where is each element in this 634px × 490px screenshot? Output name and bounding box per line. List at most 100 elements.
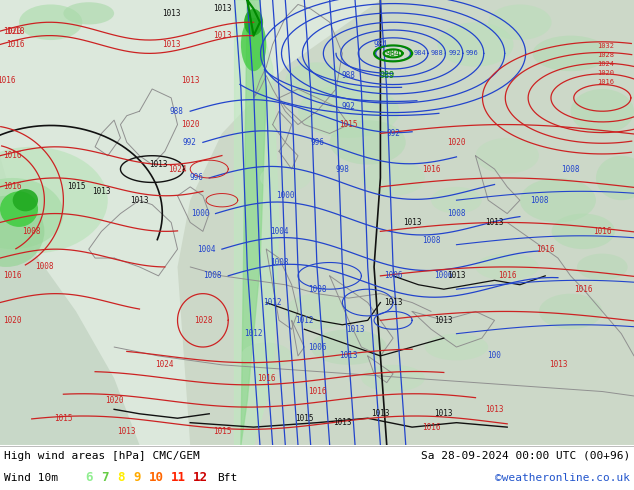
Text: 1008: 1008 bbox=[35, 263, 54, 271]
Ellipse shape bbox=[476, 138, 539, 173]
Text: 988: 988 bbox=[342, 71, 356, 80]
Text: 1015: 1015 bbox=[54, 414, 73, 423]
Text: 12: 12 bbox=[193, 471, 208, 485]
Text: 1016: 1016 bbox=[597, 78, 614, 85]
Text: 1016: 1016 bbox=[498, 271, 517, 280]
Text: 11: 11 bbox=[171, 471, 186, 485]
Text: 988: 988 bbox=[170, 107, 184, 116]
Text: 1006: 1006 bbox=[434, 271, 453, 280]
Text: 1028: 1028 bbox=[193, 316, 212, 325]
Ellipse shape bbox=[431, 187, 482, 214]
Ellipse shape bbox=[0, 178, 63, 249]
Ellipse shape bbox=[571, 89, 634, 133]
Ellipse shape bbox=[539, 294, 602, 329]
Text: 1004: 1004 bbox=[197, 245, 216, 254]
Text: 1000: 1000 bbox=[276, 191, 295, 200]
Ellipse shape bbox=[13, 189, 38, 211]
Text: 1004: 1004 bbox=[269, 227, 288, 236]
Text: 1020: 1020 bbox=[3, 26, 22, 36]
Text: 7: 7 bbox=[101, 471, 108, 485]
Ellipse shape bbox=[244, 9, 263, 36]
Text: 988: 988 bbox=[431, 50, 444, 56]
Polygon shape bbox=[178, 0, 634, 445]
Text: 1028: 1028 bbox=[597, 52, 614, 58]
Text: High wind areas [hPa] CMC/GEM: High wind areas [hPa] CMC/GEM bbox=[4, 451, 200, 461]
Ellipse shape bbox=[533, 36, 609, 71]
Text: 1008: 1008 bbox=[447, 209, 466, 218]
Polygon shape bbox=[0, 156, 139, 445]
Text: 1008: 1008 bbox=[307, 285, 327, 294]
Ellipse shape bbox=[0, 147, 108, 254]
Text: 100: 100 bbox=[488, 351, 501, 361]
Text: 1024: 1024 bbox=[597, 61, 614, 67]
Text: 6: 6 bbox=[85, 471, 93, 485]
Ellipse shape bbox=[330, 120, 406, 165]
Text: 1013: 1013 bbox=[371, 409, 390, 418]
Text: 1008: 1008 bbox=[529, 196, 548, 205]
Text: 1020: 1020 bbox=[181, 120, 200, 129]
Text: 1015: 1015 bbox=[67, 182, 86, 192]
Text: 1013: 1013 bbox=[162, 9, 181, 18]
Ellipse shape bbox=[63, 2, 114, 25]
Text: 1012: 1012 bbox=[263, 298, 282, 307]
Ellipse shape bbox=[596, 156, 634, 200]
Text: 1016: 1016 bbox=[307, 387, 327, 396]
Ellipse shape bbox=[0, 191, 38, 227]
Text: 992: 992 bbox=[342, 102, 356, 111]
Ellipse shape bbox=[361, 160, 425, 196]
Text: 1020: 1020 bbox=[105, 396, 124, 405]
Polygon shape bbox=[235, 0, 279, 445]
Text: 1013: 1013 bbox=[485, 218, 504, 227]
Text: 8: 8 bbox=[117, 471, 124, 485]
Text: 10: 10 bbox=[149, 471, 164, 485]
Text: 992: 992 bbox=[386, 129, 400, 138]
Text: 1008: 1008 bbox=[422, 236, 441, 245]
Ellipse shape bbox=[577, 254, 628, 280]
Ellipse shape bbox=[437, 22, 514, 67]
Text: 1024: 1024 bbox=[155, 360, 174, 369]
Text: 1013: 1013 bbox=[447, 271, 466, 280]
Text: 1016: 1016 bbox=[422, 422, 441, 432]
Text: Wind 10m: Wind 10m bbox=[4, 473, 58, 483]
Text: 1008: 1008 bbox=[269, 258, 288, 267]
Text: 1013: 1013 bbox=[346, 325, 365, 334]
Ellipse shape bbox=[285, 62, 349, 98]
Text: 1000: 1000 bbox=[191, 209, 209, 218]
Text: 1008: 1008 bbox=[561, 165, 580, 173]
Text: 992: 992 bbox=[183, 138, 197, 147]
Text: 1013: 1013 bbox=[333, 418, 352, 427]
Text: 1016: 1016 bbox=[422, 165, 441, 173]
Text: 1032: 1032 bbox=[597, 43, 614, 49]
Text: 1013: 1013 bbox=[117, 427, 136, 436]
Text: ©weatheronline.co.uk: ©weatheronline.co.uk bbox=[495, 473, 630, 483]
Text: 1020: 1020 bbox=[597, 70, 614, 75]
Text: 996: 996 bbox=[466, 50, 479, 56]
Ellipse shape bbox=[298, 85, 399, 138]
Text: 1013: 1013 bbox=[181, 75, 200, 85]
Ellipse shape bbox=[476, 254, 539, 280]
Text: 984: 984 bbox=[385, 49, 401, 58]
Ellipse shape bbox=[552, 214, 615, 249]
Text: 1013: 1013 bbox=[384, 298, 403, 307]
Text: 1016: 1016 bbox=[3, 182, 22, 192]
Text: 1013: 1013 bbox=[485, 405, 504, 414]
Text: 1008: 1008 bbox=[22, 227, 41, 236]
Text: 1012: 1012 bbox=[295, 316, 314, 325]
Ellipse shape bbox=[361, 365, 425, 392]
Ellipse shape bbox=[241, 18, 266, 71]
Text: 1020: 1020 bbox=[447, 138, 466, 147]
Text: 1013: 1013 bbox=[212, 31, 231, 40]
Ellipse shape bbox=[19, 4, 82, 40]
Text: 1016: 1016 bbox=[257, 374, 276, 383]
Text: 1008: 1008 bbox=[204, 271, 222, 280]
Text: 1013: 1013 bbox=[212, 4, 231, 13]
FancyBboxPatch shape bbox=[0, 0, 634, 445]
Text: 1013: 1013 bbox=[434, 409, 453, 418]
Text: 989: 989 bbox=[379, 71, 394, 80]
Text: 1013: 1013 bbox=[92, 187, 111, 196]
Ellipse shape bbox=[241, 343, 292, 369]
Text: 1013: 1013 bbox=[149, 160, 168, 169]
Text: 1024: 1024 bbox=[168, 165, 187, 173]
Text: 1016: 1016 bbox=[536, 245, 555, 254]
Text: 9: 9 bbox=[133, 471, 141, 485]
